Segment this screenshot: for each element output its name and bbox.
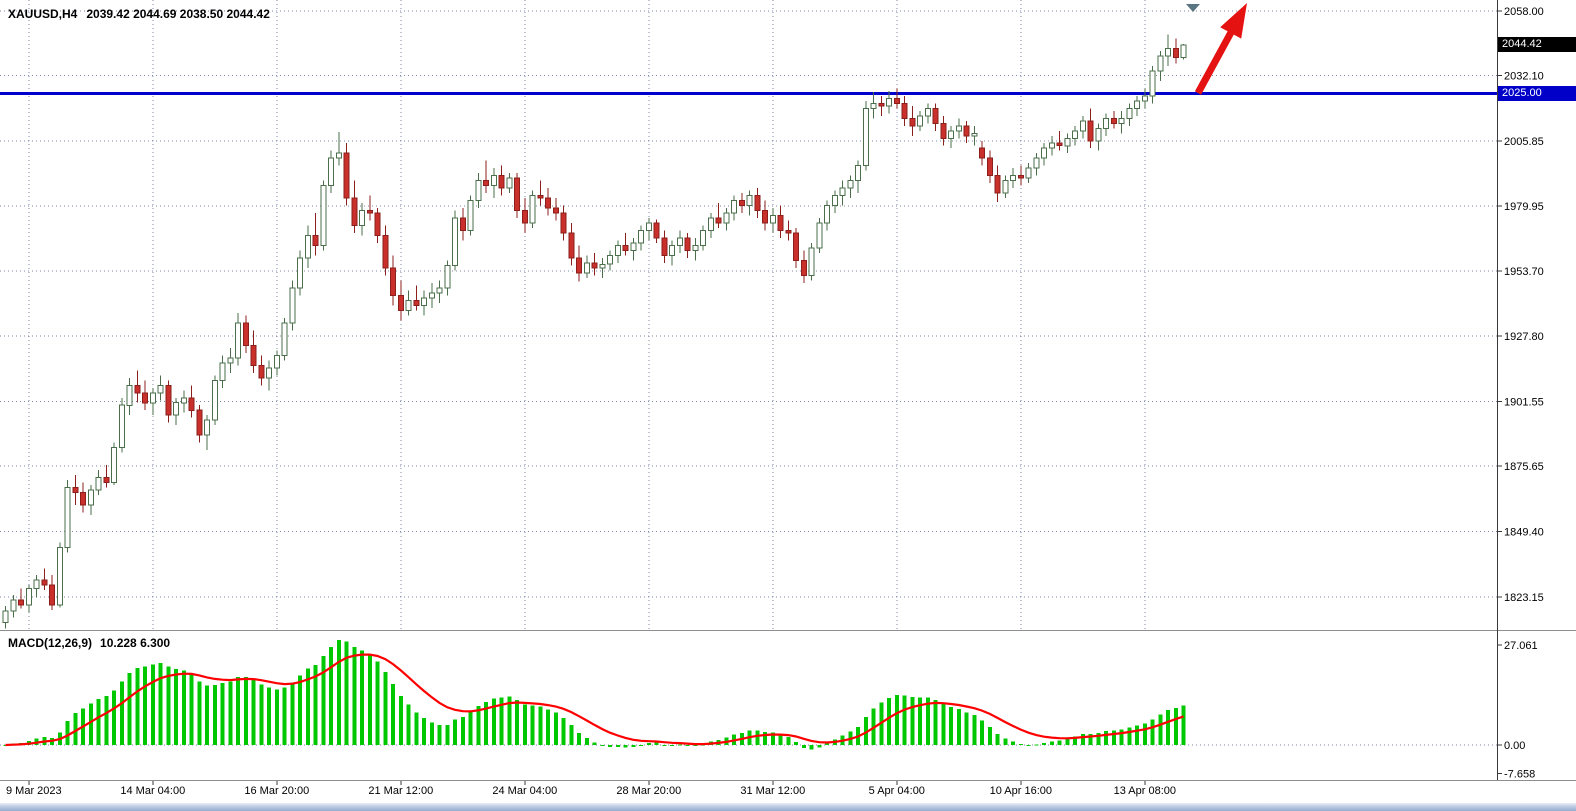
svg-text:28 Mar 20:00: 28 Mar 20:00 [616, 785, 681, 797]
chart-end-triangle-icon [1186, 4, 1200, 12]
macd-histogram [3, 640, 1186, 750]
up-trend-arrow[interactable] [1194, 3, 1247, 95]
price-axis[interactable]: 2058.00 2032.10 2005.85 1979.95 1953.70 1927.… [1497, 0, 1544, 780]
bottom-strip [0, 803, 1576, 811]
svg-text:27.061: 27.061 [1504, 640, 1538, 652]
svg-text:1823.15: 1823.15 [1504, 592, 1544, 604]
current-price-tag: 2044.42 [1498, 37, 1576, 52]
chart-title: XAUUSD,H4 2039.42 2044.69 2038.50 2044.42 [8, 7, 270, 21]
svg-text:1875.65: 1875.65 [1504, 461, 1544, 473]
svg-text:2058.00: 2058.00 [1504, 6, 1544, 18]
svg-text:1901.55: 1901.55 [1504, 396, 1544, 408]
candles-layer [2, 34, 1187, 629]
svg-text:31 Mar 12:00: 31 Mar 12:00 [740, 785, 805, 797]
symbol-timeframe-label: XAUUSD,H4 [8, 7, 78, 21]
svg-text:1849.40: 1849.40 [1504, 527, 1544, 539]
svg-text:9 Mar 2023: 9 Mar 2023 [6, 785, 62, 797]
svg-text:-7.658: -7.658 [1504, 768, 1535, 780]
svg-text:5 Apr 04:00: 5 Apr 04:00 [869, 785, 925, 797]
svg-text:1927.80: 1927.80 [1504, 331, 1544, 343]
svg-text:10 Apr 16:00: 10 Apr 16:00 [990, 785, 1052, 797]
ohlc-readout: 2039.42 2044.69 2038.50 2044.42 [86, 7, 270, 21]
hline-price-tag: 2025.00 [1498, 86, 1576, 101]
svg-text:1953.70: 1953.70 [1504, 266, 1544, 278]
svg-text:1979.95: 1979.95 [1504, 201, 1544, 213]
svg-text:2005.85: 2005.85 [1504, 136, 1544, 148]
macd-values-readout: 10.228 6.300 [100, 636, 171, 650]
time-axis[interactable]: 9 Mar 2023 14 Mar 04:00 16 Mar 20:00 21 Mar… [6, 781, 1176, 797]
macd-label: MACD(12,26,9) 10.228 6.300 [8, 636, 170, 650]
macd-name-label: MACD(12,26,9) [8, 636, 93, 650]
pane-separators [0, 630, 1576, 781]
svg-text:0.00: 0.00 [1504, 740, 1525, 752]
svg-text:13 Apr 08:00: 13 Apr 08:00 [1114, 785, 1176, 797]
svg-text:21 Mar 12:00: 21 Mar 12:00 [368, 785, 433, 797]
current-price-tag-text: 2044.42 [1502, 38, 1542, 50]
svg-text:16 Mar 20:00: 16 Mar 20:00 [244, 785, 309, 797]
svg-text:14 Mar 04:00: 14 Mar 04:00 [120, 785, 185, 797]
svg-text:24 Mar 04:00: 24 Mar 04:00 [492, 785, 557, 797]
hline-price-tag-text: 2025.00 [1502, 87, 1542, 99]
macd-signal-line [5, 653, 1184, 747]
svg-text:2032.10: 2032.10 [1504, 71, 1544, 83]
